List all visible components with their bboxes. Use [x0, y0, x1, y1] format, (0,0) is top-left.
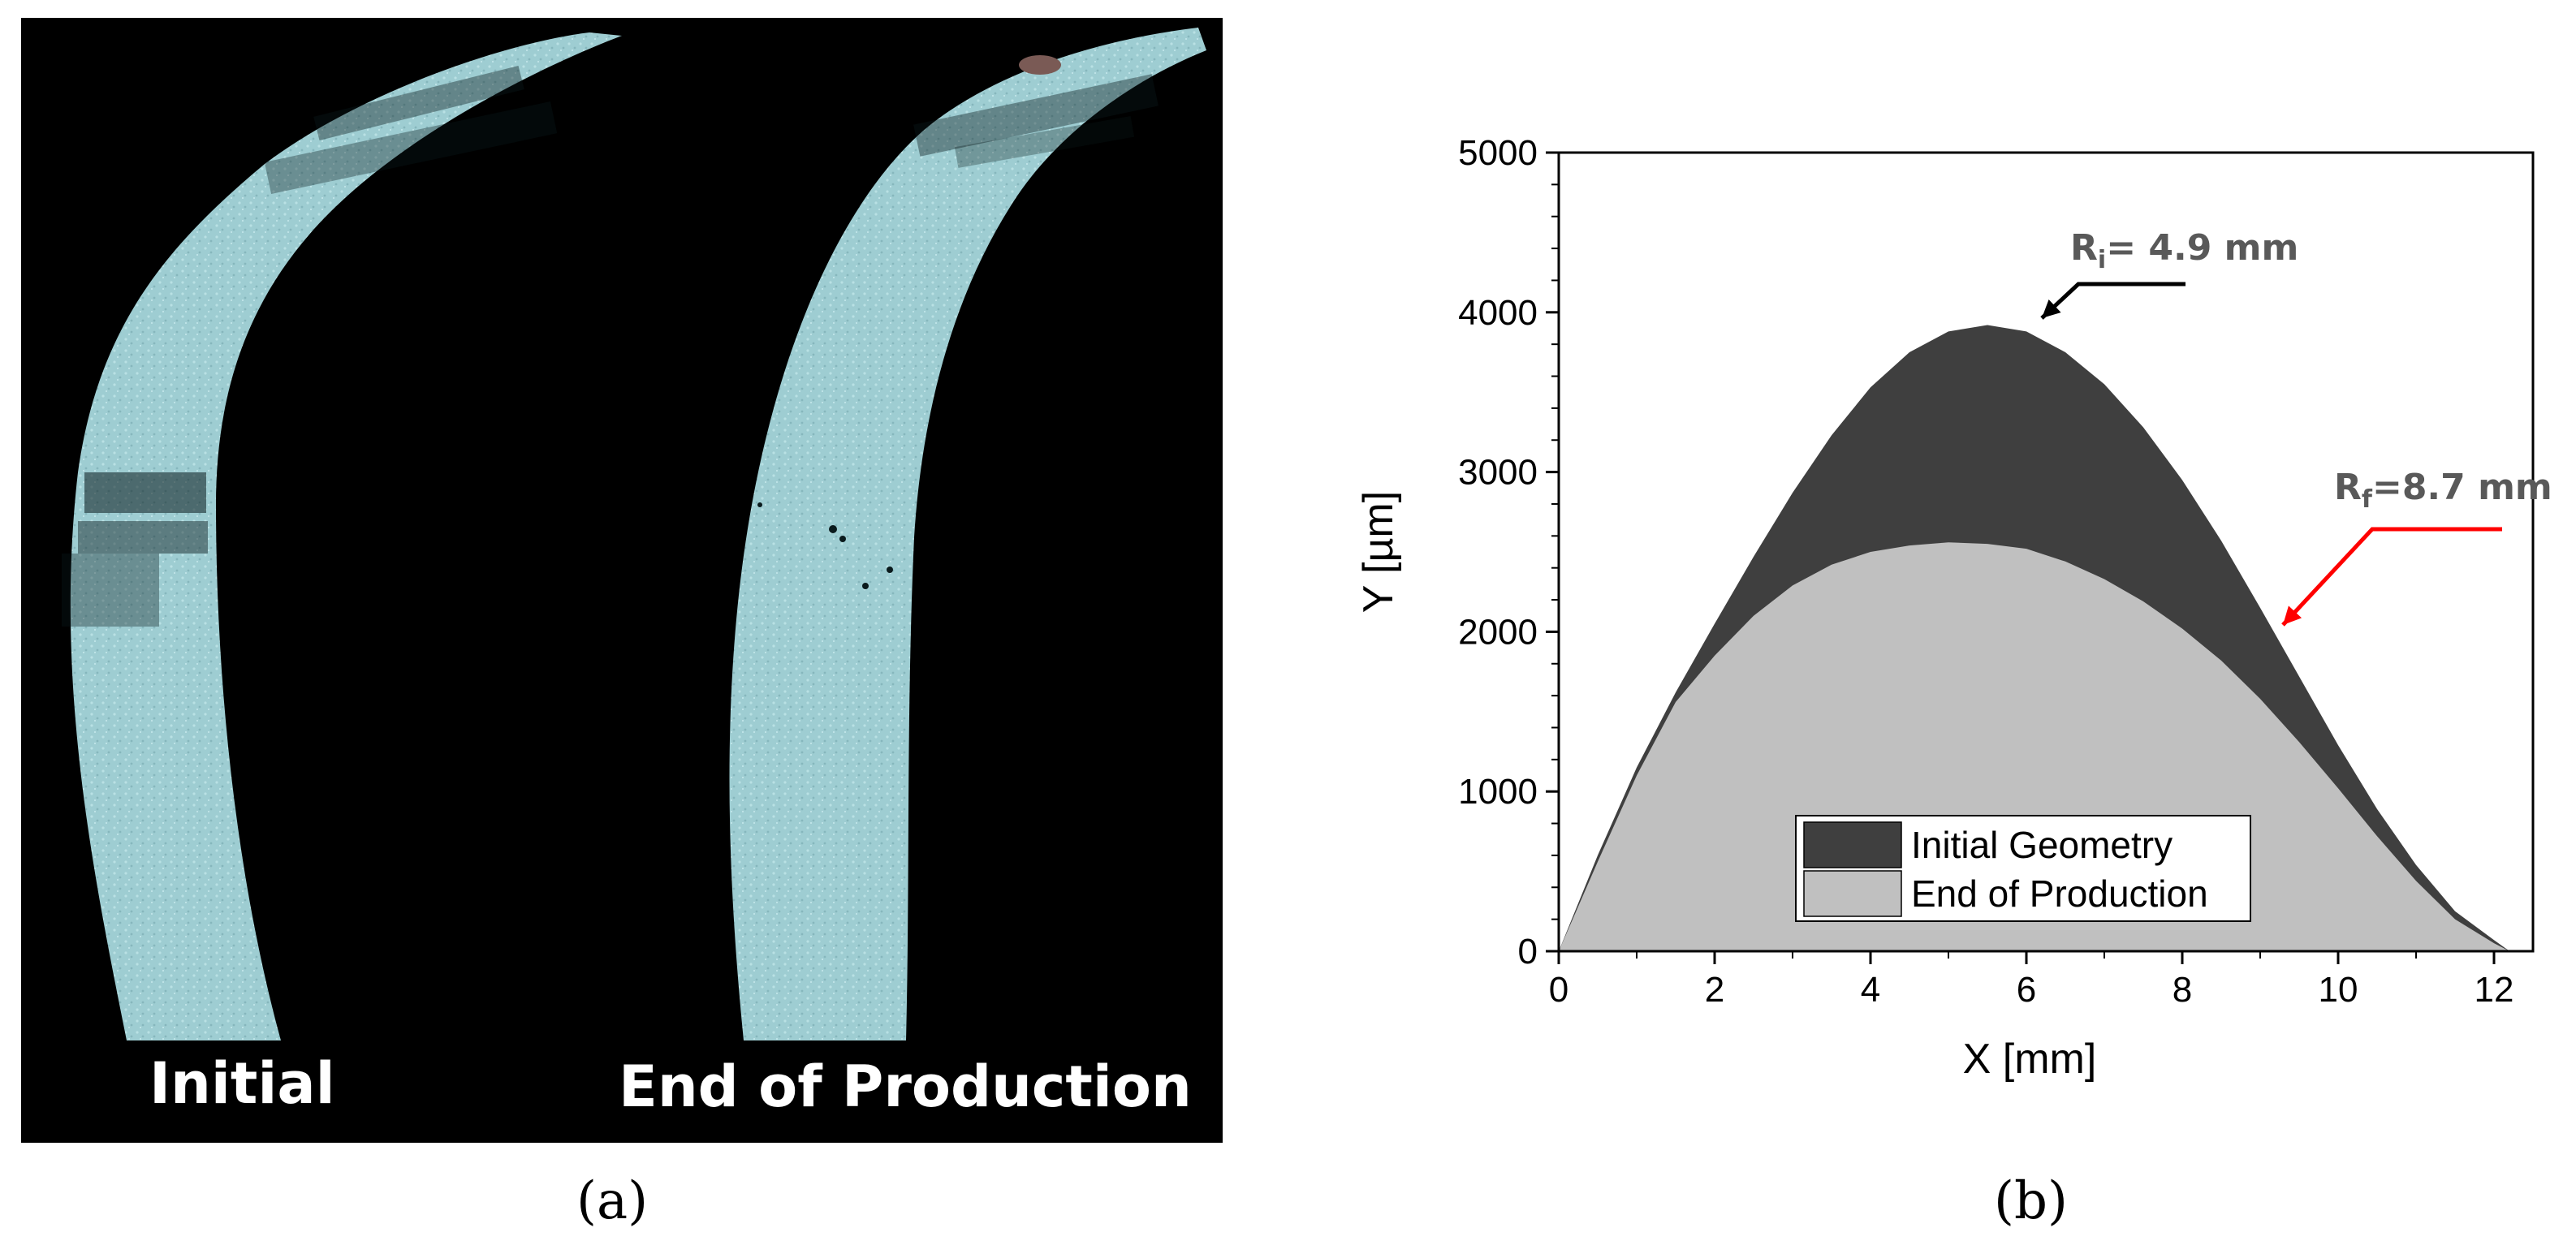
specimen-photo — [62, 28, 1206, 1040]
axes: 0 2 4 6 8 10 12 0 1000 2000 3000 4000 5000 X [mm] Y [µ… — [1355, 133, 2535, 1083]
y-tick-label-4: 4000 — [1458, 293, 1538, 333]
end-of-production-defects — [757, 74, 1159, 589]
y-tick-label-2: 2000 — [1458, 612, 1538, 652]
y-axis-title: Y [µm] — [1355, 491, 1402, 613]
caption-a: (a) — [576, 1171, 649, 1231]
ri-arrow-line — [2040, 282, 2186, 320]
initial-defects — [62, 65, 558, 627]
x-tick-label-2: 4 — [1861, 970, 1880, 1010]
x-tick-label-4: 8 — [2173, 970, 2192, 1010]
end-of-production-specimen-strip — [729, 28, 1206, 1040]
geometry-chart: 0 2 4 6 8 10 12 0 1000 2000 3000 4000 5000 X [mm] Y [µ… — [1355, 133, 2552, 1083]
x-axis-title: X [mm] — [1963, 1036, 2097, 1083]
ri-annotation: Ri= 4.9 mm — [2070, 227, 2298, 274]
wear-spot — [1019, 55, 1061, 75]
legend-label-1: End of Production — [1911, 872, 2208, 915]
legend-label-0: Initial Geometry — [1911, 824, 2173, 866]
y-tick-label-0: 0 — [1518, 932, 1538, 972]
x-tick-label-5: 10 — [2319, 970, 2358, 1010]
ri-arrow-head — [2042, 299, 2061, 318]
specimen-photo-panel: Initial End of Production — [21, 18, 1223, 1143]
legend-swatch-1 — [1803, 870, 1902, 917]
rf-annotation: Rf=8.7 mm — [2334, 467, 2552, 514]
legend-swatch-0 — [1803, 821, 1902, 868]
initial-specimen-strip — [70, 32, 623, 1040]
y-tick-label-5: 5000 — [1458, 133, 1538, 173]
annotations: Ri= 4.9 mm Rf=8.7 mm — [2040, 227, 2552, 627]
plot-frame — [1557, 151, 2535, 953]
label-initial: Initial — [149, 1050, 335, 1117]
label-end-of-production: End of Production — [619, 1053, 1192, 1120]
x-tick-label-1: 2 — [1705, 970, 1724, 1010]
rf-arrow-head — [2283, 605, 2302, 625]
y-tick-label-1: 1000 — [1458, 772, 1538, 812]
rf-arrow-line — [2281, 527, 2502, 627]
x-tick-label-0: 0 — [1549, 970, 1568, 1010]
y-tick-label-3: 3000 — [1458, 453, 1538, 493]
x-tick-label-3: 6 — [2017, 970, 2036, 1010]
x-tick-label-6: 12 — [2475, 970, 2514, 1010]
legend: Initial Geometry End of Production — [1795, 815, 2251, 922]
caption-b: (b) — [1994, 1171, 2068, 1231]
